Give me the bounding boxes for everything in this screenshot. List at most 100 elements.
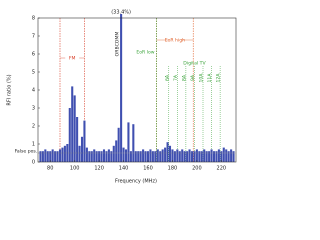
bar [71, 86, 74, 162]
y-tick-label: 5 [32, 70, 35, 76]
bar [120, 14, 123, 162]
y-tick-label: 8 [32, 16, 35, 22]
bar [171, 149, 174, 162]
x-tick-label: 140 [119, 166, 129, 172]
bar [90, 151, 93, 162]
bar [95, 151, 98, 162]
x-tick-label: 120 [94, 166, 104, 172]
bar [166, 142, 169, 162]
bar [122, 147, 125, 162]
bar [134, 151, 137, 162]
bar [132, 124, 135, 162]
dtv-channel-label: 12A [216, 73, 222, 83]
x-tick-label: 200 [192, 166, 202, 172]
bar [190, 151, 194, 162]
bar [80, 136, 84, 162]
dtv-channel-label: 10A [199, 73, 205, 83]
chart: Frequency (MHz) RFI ratio (%) FM EoR high… [7, 10, 237, 185]
dtv-channel-label: 7A [173, 74, 179, 81]
bar [85, 147, 88, 162]
bar [41, 151, 44, 162]
x-tick-label: 100 [70, 166, 80, 172]
bar [102, 149, 106, 162]
bar [195, 149, 198, 162]
bar [46, 151, 49, 162]
bar [183, 151, 186, 162]
x-tick-label: 180 [168, 166, 178, 172]
bar [137, 151, 140, 162]
bar [168, 145, 172, 162]
bar [205, 151, 208, 162]
bar [176, 149, 179, 162]
bar [54, 151, 57, 162]
bar [39, 151, 42, 162]
band-label: FM [69, 56, 76, 62]
bar [98, 151, 101, 162]
bar [51, 149, 54, 162]
peak-name: ORBCOMM [115, 32, 121, 57]
bar [164, 147, 167, 162]
bar [129, 151, 132, 162]
dtv-label: Digital TV [183, 61, 206, 67]
bar [127, 122, 130, 162]
bar [198, 151, 201, 162]
bar [83, 120, 86, 162]
bar [63, 145, 66, 162]
bar [112, 145, 115, 162]
bar [49, 151, 52, 162]
bar [156, 149, 159, 162]
bar [230, 149, 233, 162]
bar [117, 127, 120, 162]
bar [144, 151, 147, 162]
bar [107, 149, 110, 162]
band-label: EoR high [165, 38, 185, 44]
x-tick-label: 220 [217, 166, 227, 172]
plot-frame [37, 17, 237, 163]
y-axis-label: RFI ratio (%) [7, 74, 13, 105]
bar [161, 149, 164, 162]
bar [105, 151, 108, 162]
dtv-channel-label: 11A [207, 73, 213, 83]
bar [188, 149, 191, 162]
bar [142, 149, 145, 162]
bar [227, 151, 230, 162]
bar [173, 151, 176, 162]
bar [146, 151, 150, 162]
band-label: EoR low [136, 50, 154, 56]
x-tick-label: 80 [47, 166, 53, 172]
y-tick-label: 4 [32, 88, 35, 94]
bar [210, 149, 213, 162]
bar [56, 151, 59, 162]
bar [110, 151, 113, 162]
bar [181, 149, 184, 162]
bar [193, 151, 196, 162]
bar [215, 151, 218, 162]
bar [44, 149, 47, 162]
bar [124, 149, 128, 162]
y-tick-label: 2 [32, 124, 35, 130]
bar [78, 145, 81, 162]
bar [217, 149, 220, 162]
bar [88, 151, 91, 162]
bar [58, 149, 62, 162]
bar [61, 147, 64, 162]
bar [212, 151, 216, 162]
y-tick-label: 7 [32, 34, 35, 40]
bar [186, 151, 189, 162]
bar [203, 149, 206, 162]
bar [149, 149, 152, 162]
bar [76, 117, 79, 162]
bar [66, 144, 69, 162]
bar [154, 151, 157, 162]
bar [93, 149, 96, 162]
bar [100, 151, 103, 162]
bar [200, 151, 203, 162]
bar [208, 151, 211, 162]
peak-label: (33.4%) [111, 10, 131, 16]
bar [220, 151, 223, 162]
dtv-channel-label: 8A [181, 74, 187, 81]
bar [232, 151, 235, 162]
y-tick-label: 3 [32, 106, 35, 112]
bar [139, 151, 142, 162]
false-pos-label: False pos. [15, 149, 38, 155]
